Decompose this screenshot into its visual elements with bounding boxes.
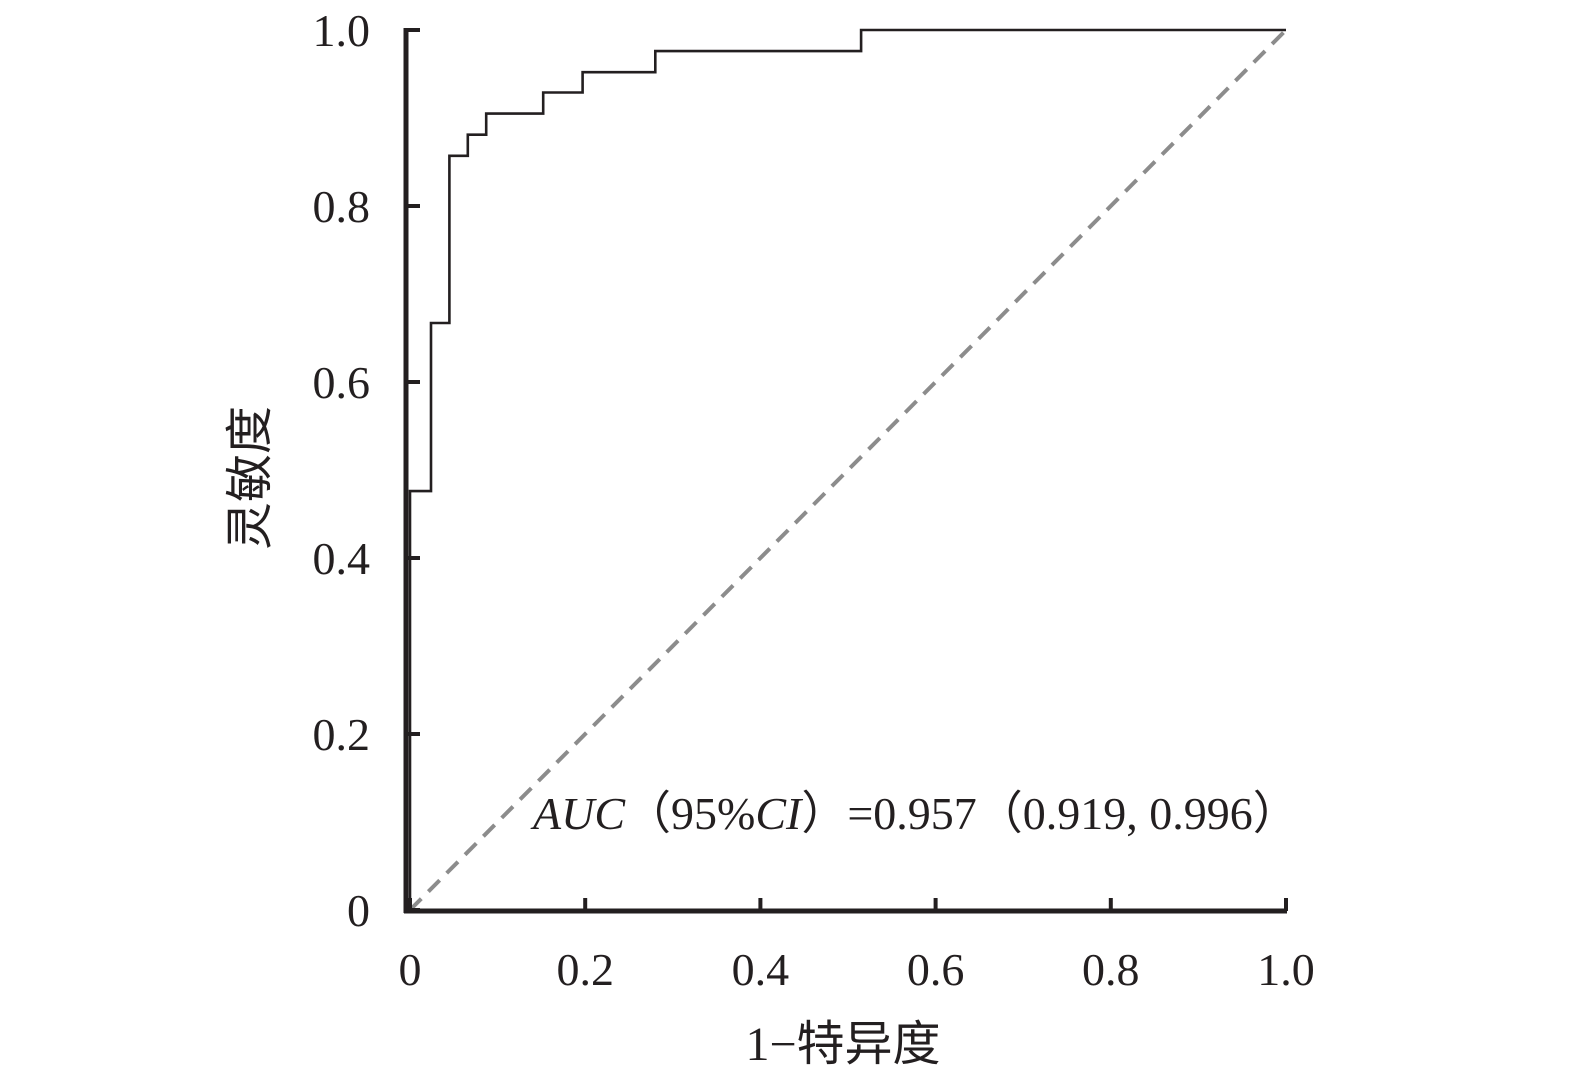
ci-value: ）=0.957（0.919, 0.996） — [801, 788, 1298, 839]
reference-diagonal-line — [408, 28, 1288, 912]
x-axis-title: 1−特异度 — [745, 1018, 940, 1071]
y-tick-label: 0.4 — [313, 533, 371, 584]
y-tick-label: 0 — [347, 885, 370, 936]
y-tick-label: 0.2 — [313, 709, 371, 760]
axes-layer — [403, 28, 1287, 914]
x-tick-label: 0 — [399, 944, 422, 995]
roc-curve-line — [408, 28, 1286, 910]
y-axis-title: 灵敏度 — [224, 406, 277, 550]
x-tick-label: 0.8 — [1082, 944, 1140, 995]
ticks-layer: 0 0.2 0.4 0.6 0.8 1.0 0 0.2 0.4 0.6 0.8 1.0 — [313, 5, 1315, 995]
x-tick-label: 1.0 — [1257, 944, 1315, 995]
ci-open: （95% — [625, 788, 755, 839]
x-tick-label: 0.6 — [907, 944, 965, 995]
ci-label: CI — [755, 788, 804, 839]
auc-annotation: AUC（95%CI）=0.957（0.919, 0.996） — [530, 788, 1299, 839]
x-tick-label: 0.2 — [556, 944, 614, 995]
auc-label: AUC — [530, 788, 626, 839]
y-tick-label: 0.6 — [313, 357, 371, 408]
y-tick-label: 0.8 — [313, 181, 371, 232]
y-tick-label: 1.0 — [313, 5, 371, 56]
x-tick-label: 0.4 — [732, 944, 790, 995]
series-layer — [408, 28, 1288, 912]
